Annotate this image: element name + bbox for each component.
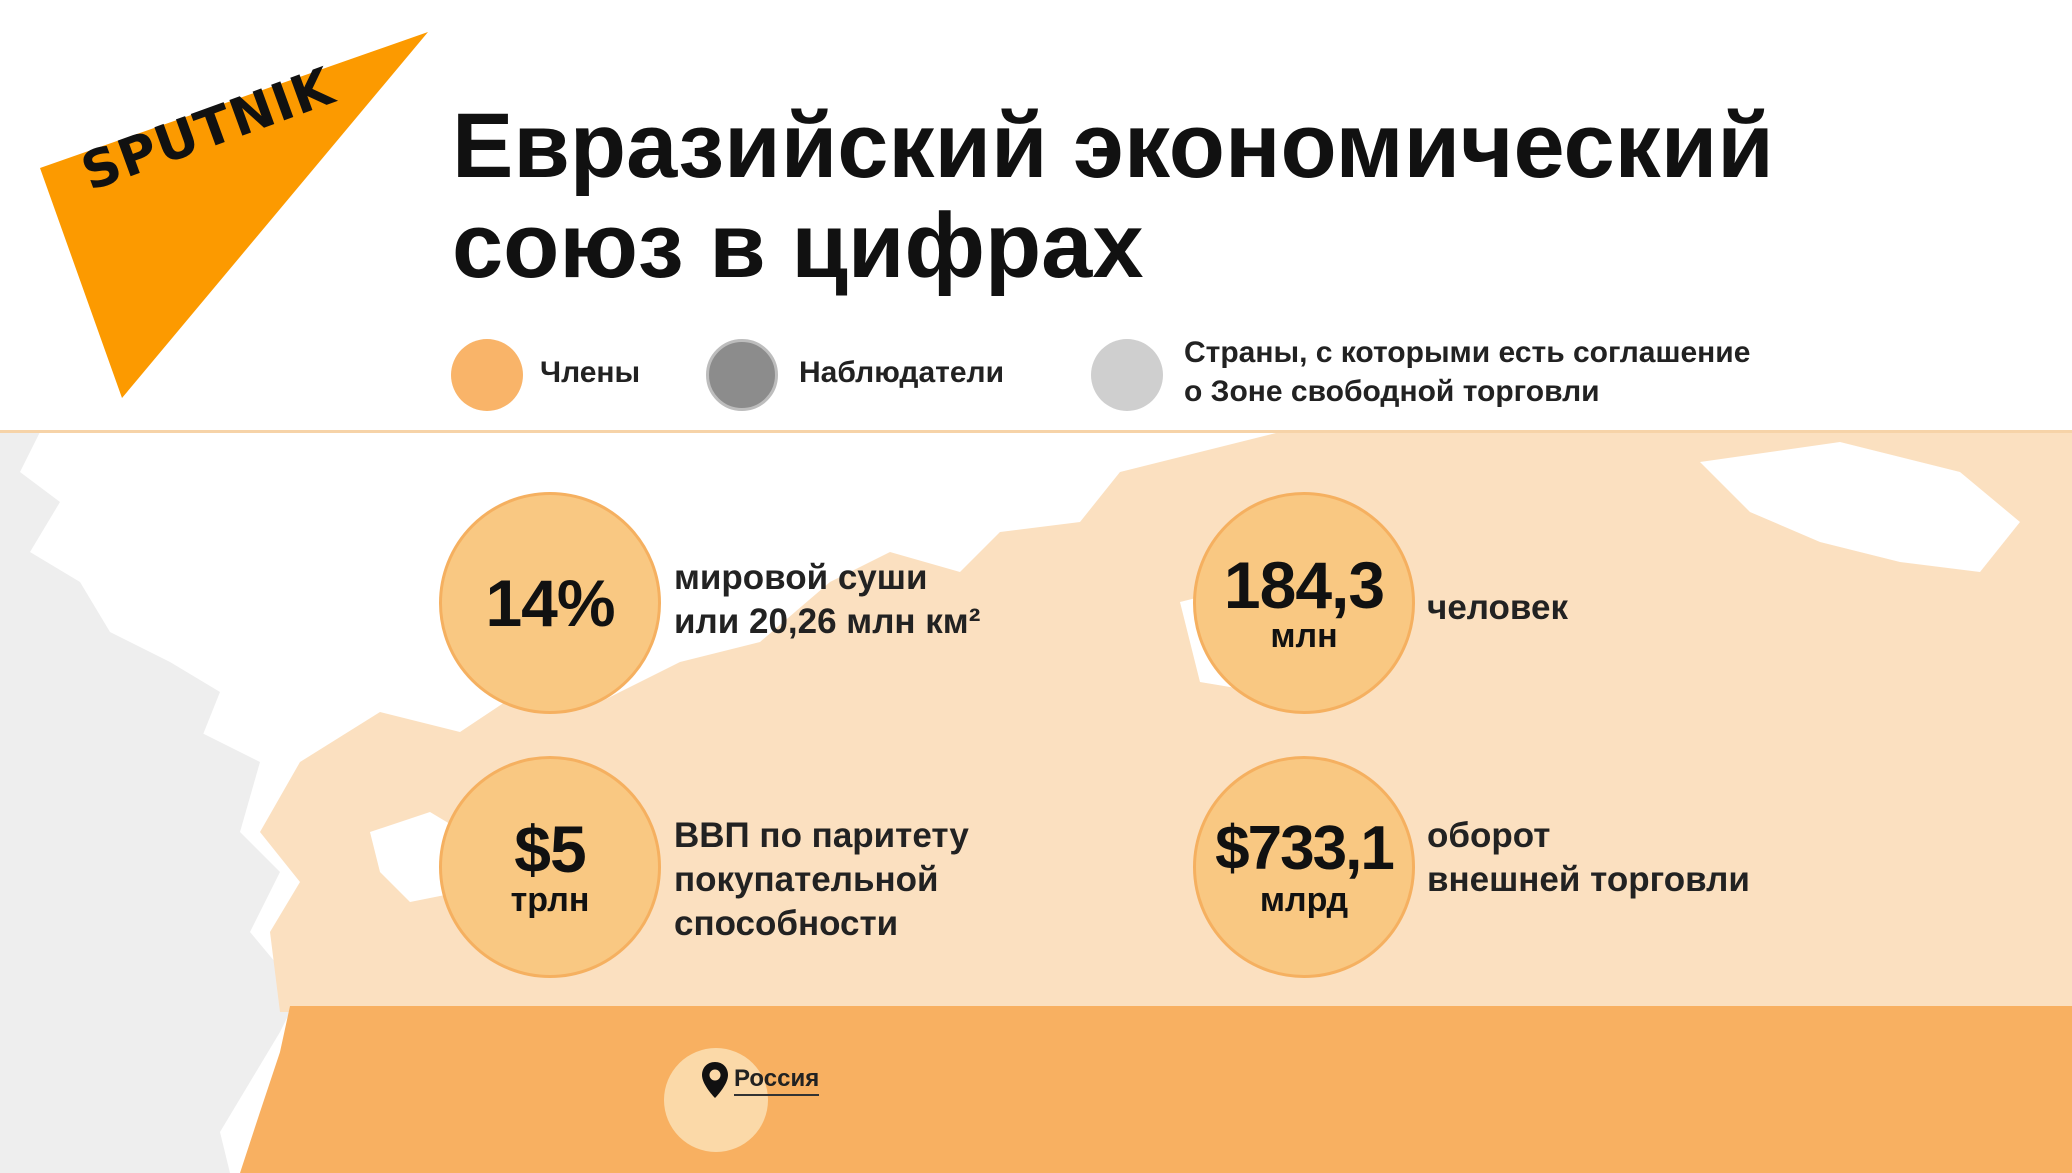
map-region-russia-north xyxy=(260,432,2072,1012)
map-region-russia-south xyxy=(240,1006,2072,1173)
stat-gdp-desc-line-3: способности xyxy=(674,904,899,943)
legend-fta-label-line-1: Страны, с которыми есть соглашение xyxy=(1184,336,1751,369)
map-background xyxy=(0,432,2072,1173)
stat-population-value: 184,3 xyxy=(1223,548,1385,622)
stat-trade-unit: млрд xyxy=(1259,881,1349,919)
page-title-line-2: союз в цифрах xyxy=(452,195,1144,297)
sputnik-logo xyxy=(40,32,428,398)
location-russia-link[interactable]: Россия xyxy=(700,1060,820,1100)
stat-trade-value: $733,1 xyxy=(1215,814,1395,883)
legend-members-swatch xyxy=(451,339,523,411)
logo-triangle xyxy=(40,32,428,398)
stat-land-circle: 14% xyxy=(439,492,661,714)
legend-observers-label: Наблюдатели xyxy=(799,356,1005,389)
stat-gdp-circle: $5 трлн xyxy=(439,756,661,978)
stat-population-unit: млн xyxy=(1270,617,1338,655)
stat-land-desc-line-2: или 20,26 млн км² xyxy=(674,602,981,641)
legend-fta-label-line-2: о Зоне свободной торговли xyxy=(1184,375,1600,408)
stat-land-desc-line-1: мировой суши xyxy=(674,558,928,597)
stat-land-value: 14% xyxy=(485,566,615,640)
map-region-scandinavia xyxy=(60,632,220,772)
legend-fta-swatch xyxy=(1091,339,1163,411)
page-title-line-1: Евразийский экономический xyxy=(452,95,1774,197)
map-pin-icon xyxy=(702,1062,728,1098)
stat-trade-desc-line-1: оборот xyxy=(1427,816,1551,855)
stat-gdp-unit: трлн xyxy=(510,881,590,919)
legend-observers-swatch xyxy=(706,339,778,411)
header-divider xyxy=(0,430,2072,433)
legend-members-label: Члены xyxy=(540,356,641,389)
location-label[interactable]: Россия xyxy=(734,1065,820,1096)
stat-population-circle: 184,3 млн xyxy=(1193,492,1415,714)
stat-gdp-desc-line-1: ВВП по паритету xyxy=(674,816,969,855)
stat-gdp-value: $5 xyxy=(514,812,586,886)
stat-gdp-desc-line-2: покупательной xyxy=(674,860,939,899)
map-region-europe xyxy=(0,432,300,1173)
stat-trade-circle: $733,1 млрд xyxy=(1193,756,1415,978)
stat-trade-desc-line-2: внешней торговли xyxy=(1427,860,1750,899)
map-sea-arctic xyxy=(1700,442,2020,572)
stat-population-desc: человек xyxy=(1427,588,1568,627)
